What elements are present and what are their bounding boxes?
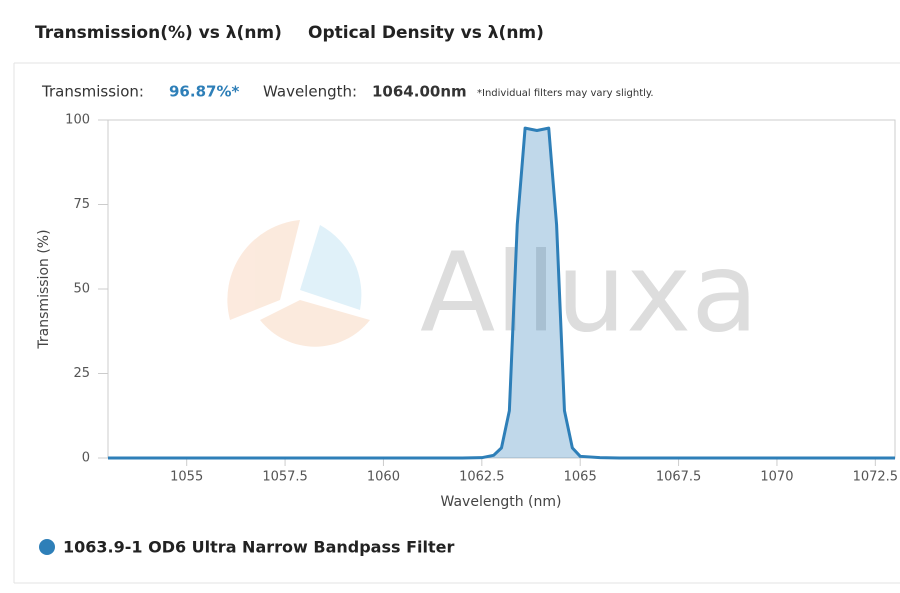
legend-marker[interactable] bbox=[39, 539, 55, 555]
x-tick-label: 1055 bbox=[170, 470, 203, 485]
x-tick-label: 1057.5 bbox=[262, 470, 308, 485]
logo-piece bbox=[300, 225, 362, 310]
watermark: Alluxa bbox=[420, 228, 759, 356]
x-tick-label: 1067.5 bbox=[656, 470, 702, 485]
y-tick-label: 0 bbox=[82, 451, 90, 466]
info-value: 96.87%* bbox=[169, 83, 239, 101]
watermark-logo bbox=[227, 220, 370, 347]
y-tick-label: 100 bbox=[65, 113, 90, 128]
y-tick-label: 25 bbox=[73, 366, 90, 381]
x-axis-title: Wavelength (nm) bbox=[441, 494, 562, 510]
info-value: 1064.00nm bbox=[372, 83, 467, 101]
tab[interactable]: Optical Density vs λ(nm) bbox=[308, 23, 544, 43]
y-tick-label: 75 bbox=[73, 197, 90, 212]
line bbox=[108, 126, 895, 460]
legend-label[interactable]: 1063.9-1 OD6 Ultra Narrow Bandpass Filte… bbox=[63, 538, 454, 557]
y-tick-label: 50 bbox=[73, 282, 90, 297]
x-tick-label: 1062.5 bbox=[459, 470, 505, 485]
x-tick-label: 1072.5 bbox=[853, 470, 899, 485]
info-label: Transmission: bbox=[41, 83, 144, 101]
x-tick-label: 1070 bbox=[760, 470, 793, 485]
y-axis-title: Transmission (%) bbox=[36, 229, 52, 349]
x-tick-label: 1065 bbox=[564, 470, 597, 485]
info-note: *Individual filters may vary slightly. bbox=[477, 88, 654, 99]
info-label: Wavelength: bbox=[263, 83, 357, 101]
x-tick-label: 1060 bbox=[367, 470, 400, 485]
logo-piece bbox=[227, 220, 300, 320]
logo-piece bbox=[260, 300, 370, 347]
tab[interactable]: Transmission(%) vs λ(nm) bbox=[35, 23, 282, 43]
